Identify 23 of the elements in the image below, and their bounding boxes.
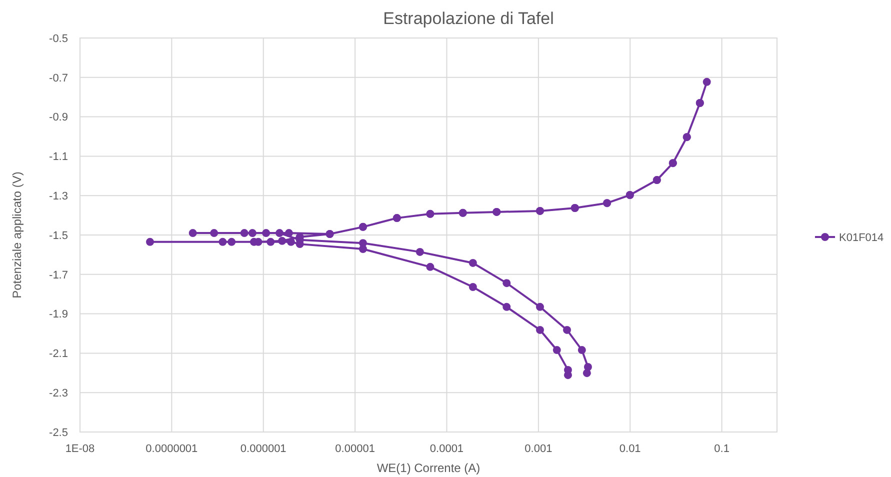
legend-label: K01F014	[839, 232, 884, 244]
y-tick-label: -1.3	[49, 190, 68, 202]
x-tick-label: 0.01	[619, 443, 641, 455]
y-tick-label: -1.1	[49, 151, 68, 164]
x-tick-label: 0.000001	[240, 443, 286, 455]
x-tick-label: 0.001	[524, 443, 552, 455]
x-tick-label: 1E-08	[65, 443, 95, 455]
x-tick-label: 0.00001	[335, 443, 375, 455]
y-tick-label: -1.5	[49, 230, 68, 242]
y-tick-label: -1.7	[49, 269, 68, 282]
y-tick-label: -2.3	[49, 387, 68, 400]
x-tick-label: 0.0000001	[146, 443, 198, 455]
y-tick-label: -0.9	[49, 112, 68, 124]
chart-title: Estrapolazione di Tafel	[383, 9, 554, 28]
y-tick-label: -2.1	[49, 348, 68, 360]
y-tick-label: -1.9	[49, 308, 68, 321]
x-tick-label: 0.0001	[430, 443, 464, 455]
y-axis-title: Potenziale applicato (V)	[10, 172, 24, 298]
y-tick-label: -2.5	[49, 426, 68, 439]
y-tick-label: -0.5	[49, 32, 68, 45]
x-axis-title: WE(1) Corrente (A)	[376, 461, 480, 475]
x-tick-label: 0.1	[714, 443, 730, 455]
y-tick-label: -0.7	[49, 72, 68, 84]
